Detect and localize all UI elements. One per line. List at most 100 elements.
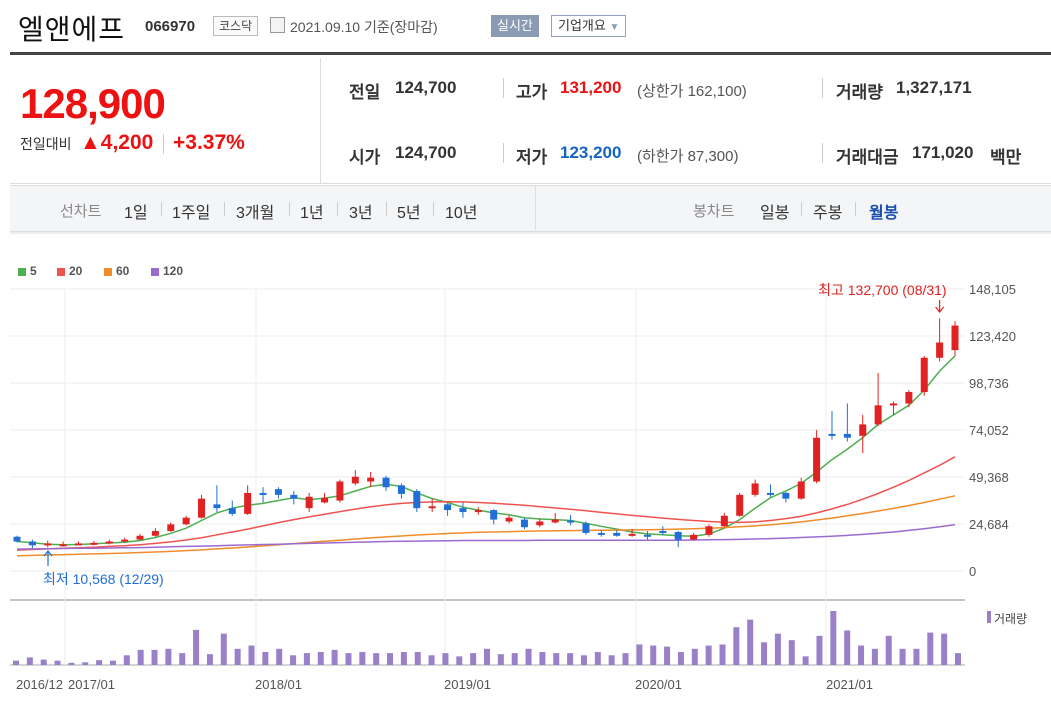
candle-body [813, 437, 821, 482]
candle-body [751, 483, 759, 495]
high-annotation: 최고 132,700 (08/31) [818, 282, 947, 298]
divider [855, 202, 856, 216]
volume-bar [774, 633, 781, 665]
candles [13, 318, 959, 549]
y-axis-labels: 148,105 123,420 98,736 74,052 49,368 24,684 0 [969, 282, 1016, 579]
candle-body [859, 424, 867, 436]
range-1d[interactable]: 1일 [124, 205, 148, 222]
volume-bar [830, 611, 837, 665]
x-tick-label: 2017/01 [68, 677, 115, 692]
y-tick-label: 148,105 [969, 282, 1016, 297]
volume-bar [13, 660, 19, 665]
candle [936, 318, 944, 362]
candle [413, 489, 421, 512]
volume-bar [82, 662, 89, 665]
candle [751, 479, 759, 497]
candle-body [75, 543, 83, 546]
candle [628, 529, 636, 537]
volume-bar [650, 645, 657, 665]
range-5y[interactable]: 5년 [397, 205, 421, 222]
volume-bar [456, 656, 463, 665]
volume-bar [68, 662, 75, 665]
candle-body [628, 533, 636, 536]
annotations: 최고 132,700 (08/31) 최저 10,568 (12/29) [43, 282, 947, 587]
volume-bar [497, 654, 504, 665]
volume-bar [137, 649, 144, 665]
candle-body [28, 541, 36, 546]
candle-body [520, 519, 528, 528]
candle [705, 524, 713, 537]
candle [536, 518, 544, 528]
y-tick-label: 0 [969, 564, 976, 579]
volume-bar [206, 654, 213, 665]
prev-close-value: 124,700 [395, 78, 457, 97]
candle-body [843, 433, 851, 438]
candle [459, 502, 467, 518]
candle-body [228, 508, 236, 514]
candle-body [367, 477, 375, 482]
candle-monthly-active[interactable]: 월봉 [869, 205, 899, 222]
stock-name: 엘앤에프 [18, 13, 126, 46]
x-tick-label: 2020/01 [635, 677, 682, 692]
volume-bar [941, 633, 948, 665]
volume-bar [594, 652, 601, 665]
volume-bar [747, 619, 754, 665]
range-1y[interactable]: 1년 [300, 205, 324, 222]
ma60-swatch [104, 268, 112, 276]
candle [659, 526, 667, 535]
volume-bar [40, 659, 47, 665]
volume-value: 1,327,171 [896, 78, 972, 97]
candle [889, 401, 897, 415]
candle [797, 477, 805, 500]
high-value: 131,200 [560, 78, 622, 97]
candle [367, 471, 375, 488]
volume-bar [802, 656, 809, 665]
volume-bar [705, 645, 712, 665]
change-value: ▲4,200 [80, 131, 153, 155]
candle-weekly[interactable]: 주봉 [813, 205, 843, 222]
range-3m[interactable]: 3개월 [236, 205, 275, 222]
realtime-button[interactable]: 실시간 [491, 15, 539, 37]
candle-body [459, 508, 467, 512]
candle-body [259, 492, 267, 495]
volume-bar [290, 655, 297, 665]
x-tick-label: 2016/12 [16, 677, 63, 692]
volume-bar [636, 644, 643, 665]
candle-body [797, 481, 805, 499]
volume-bar [179, 653, 186, 665]
candle-body [59, 544, 67, 547]
candle [674, 531, 682, 548]
company-overview-dropdown[interactable]: 기업개요 ▼ [551, 15, 627, 37]
candle [474, 507, 482, 515]
volume-bar [761, 642, 768, 665]
range-1w[interactable]: 1주일 [172, 205, 211, 222]
candle [859, 414, 867, 453]
candle [874, 372, 882, 427]
volume-bar [525, 648, 532, 665]
candle-body [905, 392, 913, 404]
candle-body [244, 492, 252, 514]
candle [444, 503, 452, 516]
range-10y[interactable]: 10년 [445, 205, 478, 222]
candle [828, 411, 836, 440]
candle-body [274, 489, 282, 495]
range-3y[interactable]: 3년 [349, 205, 373, 222]
volume-bar [580, 655, 587, 665]
ma120-line [16, 523, 956, 550]
chevron-down-icon: ▼ [609, 22, 620, 33]
volume-bar [816, 635, 823, 665]
candle [167, 522, 175, 532]
candle [905, 390, 913, 408]
divider [503, 143, 504, 163]
volume-bar [262, 652, 269, 665]
candle-daily[interactable]: 일봉 [760, 205, 790, 222]
ma20-line [16, 456, 956, 551]
reference-date: 2021.09.10 기준(장마감) [290, 19, 438, 35]
candle [843, 403, 851, 442]
candle [198, 494, 206, 519]
candle-body [551, 519, 559, 523]
candle-body [397, 485, 405, 494]
candle [428, 498, 436, 512]
candle-body [321, 497, 329, 503]
